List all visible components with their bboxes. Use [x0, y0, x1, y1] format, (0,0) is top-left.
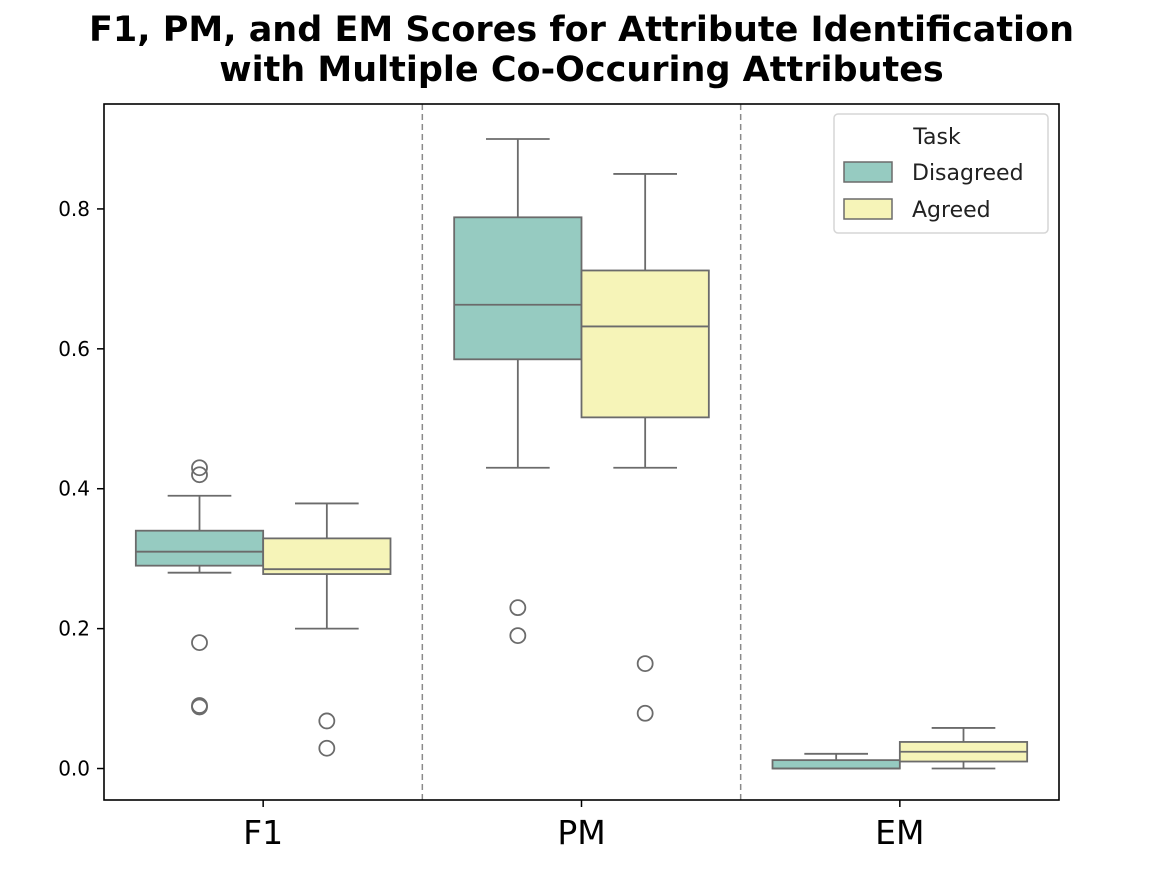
outlier-point: [191, 466, 208, 484]
iqr-box: [134, 529, 265, 567]
box-agreed-pm: [580, 173, 710, 722]
iqr-box: [771, 759, 901, 770]
legend-label-agreed: Agreed: [912, 198, 991, 223]
y-tick-label: 0.8: [58, 197, 90, 221]
box-disagreed-em: [771, 752, 901, 770]
y-tick-label: 0.6: [58, 337, 90, 361]
x-tick-label: EM: [875, 813, 924, 852]
outlier-point: [191, 698, 208, 716]
chart-title-line-2: with Multiple Co-Occuring Attributes: [219, 50, 944, 90]
chart-title-line-1: F1, PM, and EM Scores for Attribute Iden…: [88, 10, 1075, 50]
legend-swatch-disagreed: [843, 161, 893, 183]
iqr-box: [453, 216, 583, 361]
y-tick-label: 0.0: [58, 757, 90, 781]
legend: Task Disagreed Agreed: [833, 113, 1049, 234]
iqr-box: [580, 269, 710, 419]
legend-title: Task: [912, 125, 961, 150]
axes: 0.0 0.2 0.4 0.6 0.8 F1 PM EM: [58, 197, 924, 852]
outlier-point: [191, 634, 208, 652]
legend-swatch-agreed: [843, 198, 893, 220]
outlier-point: [509, 627, 527, 645]
y-tick-label: 0.4: [58, 477, 90, 501]
outlier-point: [509, 599, 527, 617]
box-agreed-em: [898, 727, 1029, 770]
outlier-point: [636, 704, 654, 722]
legend-label-disagreed: Disagreed: [912, 161, 1024, 186]
y-tick-label: 0.2: [58, 617, 90, 641]
outlier-point: [318, 712, 336, 730]
chart-title: F1, PM, and EM Scores for Attribute Iden…: [0, 10, 1163, 90]
outlier-point: [636, 655, 654, 672]
box-disagreed-f1: [134, 459, 265, 716]
x-tick-label: F1: [243, 813, 283, 852]
outlier-point: [191, 459, 208, 477]
x-tick-label: PM: [557, 813, 605, 852]
box-agreed-f1: [262, 502, 392, 757]
box-disagreed-pm: [453, 138, 583, 645]
plot-area: [134, 104, 1029, 800]
outlier-point: [318, 739, 336, 757]
iqr-box: [262, 537, 392, 575]
